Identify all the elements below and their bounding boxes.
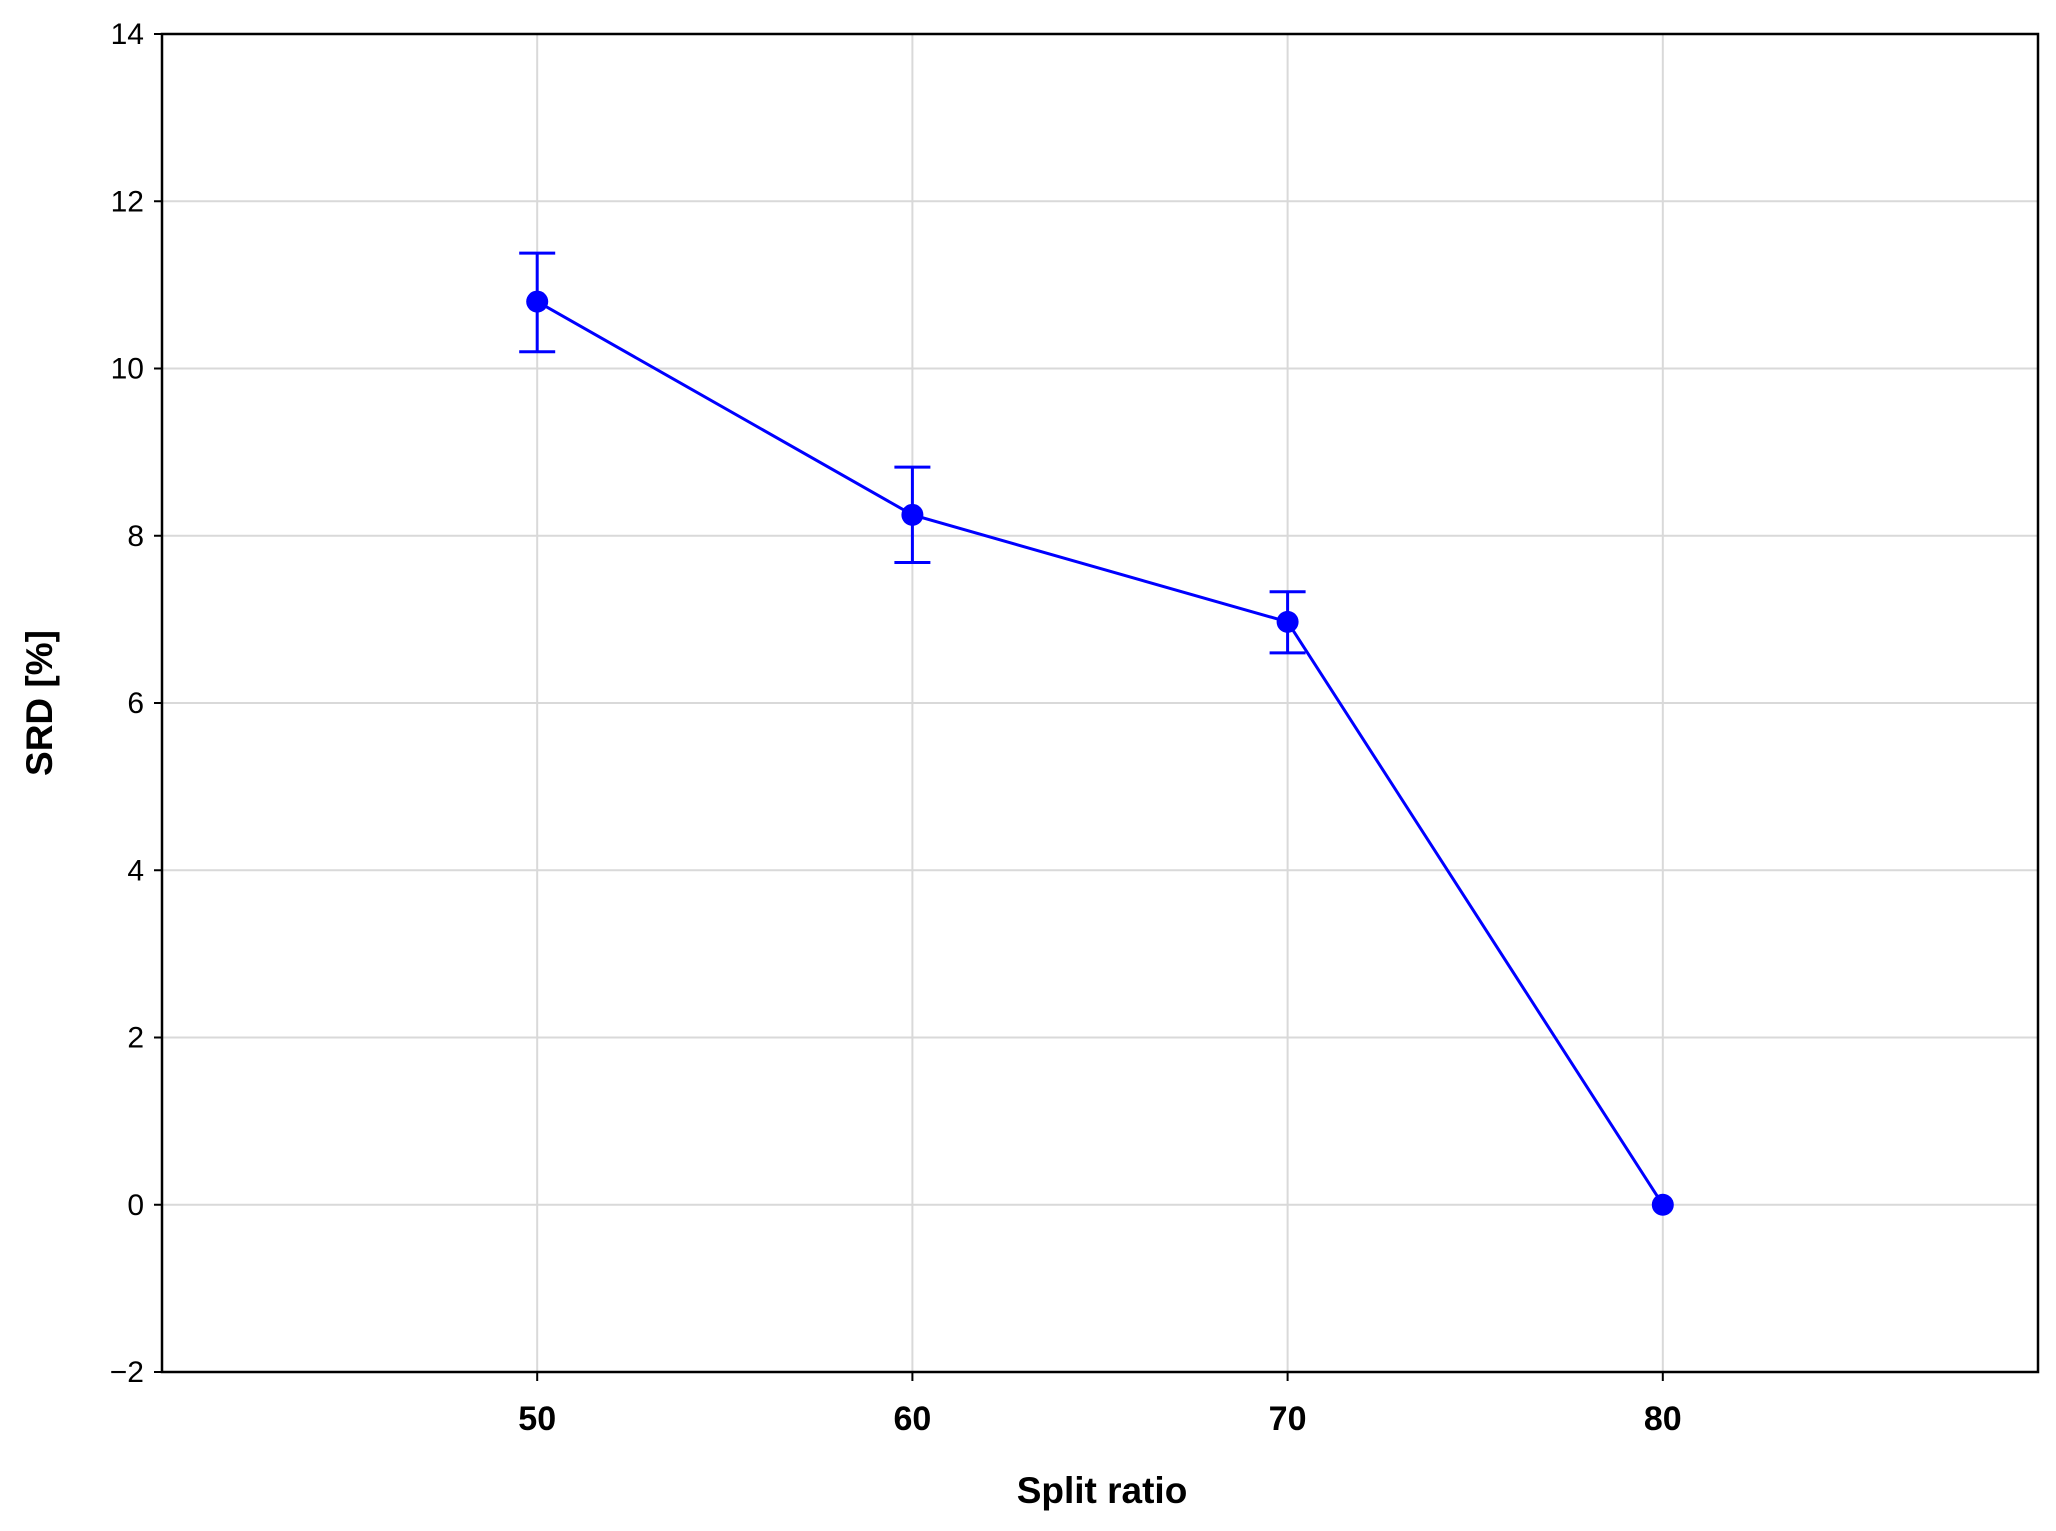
y-axis-ticks: −2 0 2 4 6 8 10 12 14 — [110, 18, 162, 1389]
y-tick-label: 8 — [127, 520, 144, 553]
series-line — [536, 300, 1665, 1206]
y-tick-label: 4 — [127, 854, 144, 887]
data-point — [1651, 1193, 1674, 1216]
x-tick-label: 70 — [1269, 1400, 1307, 1438]
y-tick-label: 6 — [127, 687, 144, 720]
x-tick-label: 60 — [893, 1400, 931, 1438]
x-axis-label: Split ratio — [1017, 1470, 1188, 1511]
x-axis-ticks: 50 60 70 80 — [518, 1372, 1682, 1438]
y-tick-label: 12 — [111, 185, 144, 218]
x-tick-label: 50 — [518, 1400, 556, 1438]
x-tick-label: 80 — [1644, 1400, 1682, 1438]
y-tick-label: −2 — [110, 1356, 144, 1389]
data-point — [526, 290, 549, 313]
data-point — [901, 503, 924, 526]
y-axis-label: SRD [%] — [19, 630, 60, 776]
y-tick-label: 0 — [127, 1189, 144, 1222]
y-tick-label: 2 — [127, 1022, 144, 1055]
series-srd — [519, 251, 1674, 1216]
y-tick-label: 14 — [111, 18, 144, 51]
data-point — [1276, 610, 1299, 633]
grid — [162, 34, 2038, 1372]
y-tick-label: 10 — [111, 353, 144, 386]
